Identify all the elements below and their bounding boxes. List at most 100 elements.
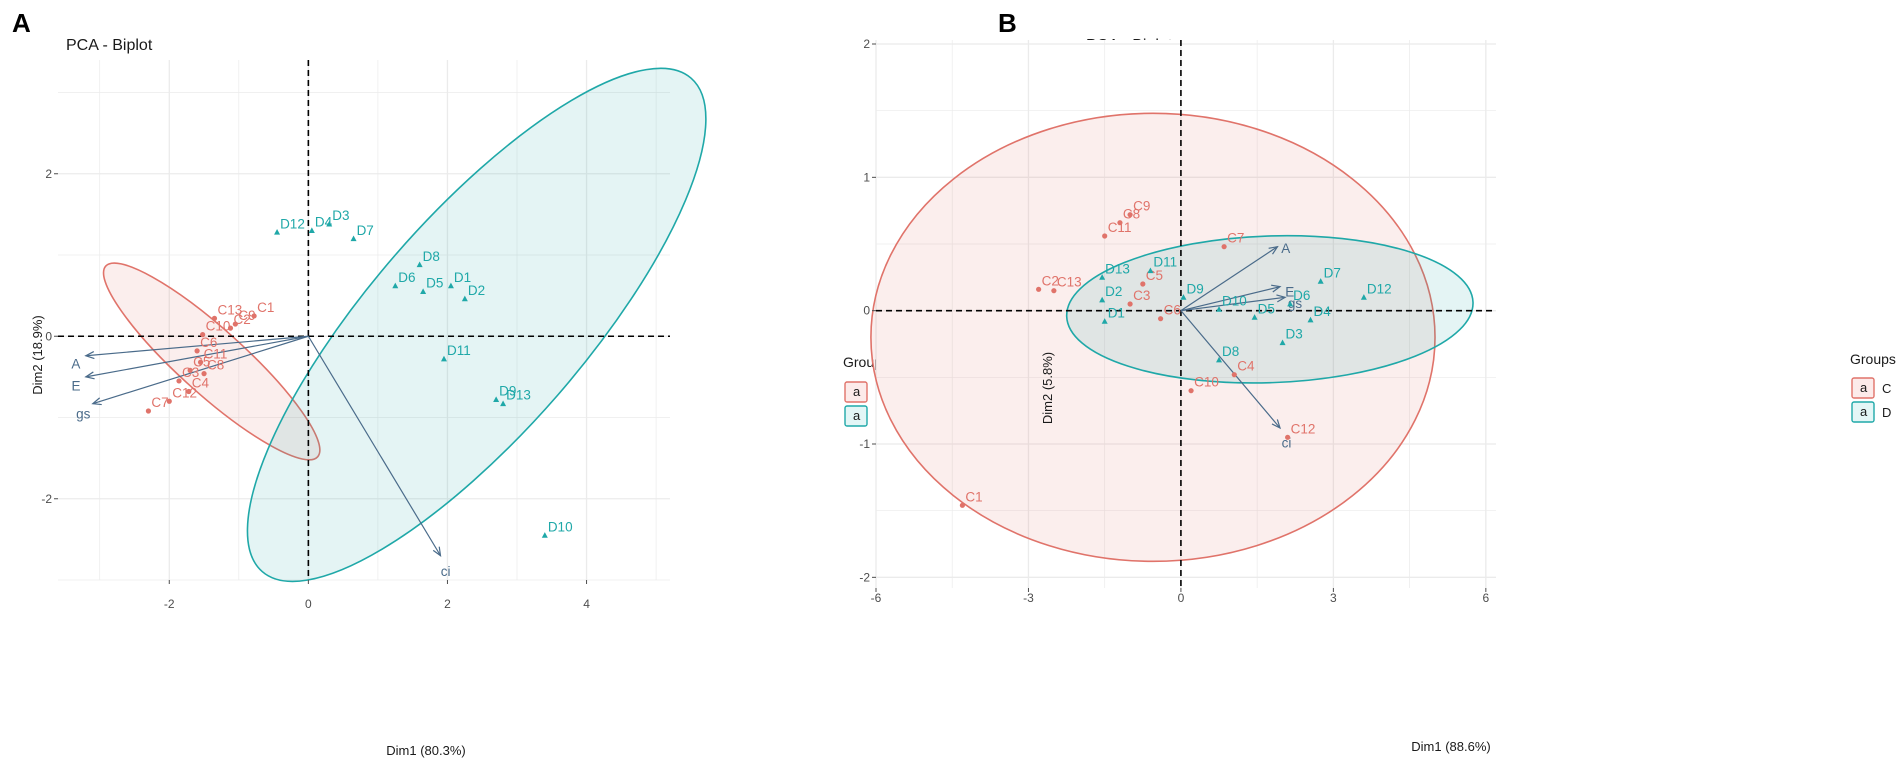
legend-swatch-glyph-c-b: a bbox=[1860, 380, 1868, 395]
point-label-c8-a: C8 bbox=[207, 358, 224, 373]
point-d1-a bbox=[447, 282, 454, 289]
y-tick-label-a: 0 bbox=[45, 329, 52, 343]
variable-arrows-b: A Egs ci bbox=[1180, 241, 1303, 451]
point-label-c5-b: C5 bbox=[1146, 268, 1163, 283]
point-d9-b bbox=[1180, 294, 1187, 300]
y-axis-title-a: Dim2 (18.9%) bbox=[30, 315, 45, 394]
point-c2-b bbox=[1036, 286, 1042, 292]
point-label-d2-b: D2 bbox=[1105, 284, 1122, 299]
legend-swatch-d-b bbox=[1851, 401, 1875, 423]
point-c2-a bbox=[227, 325, 234, 331]
x-tick-label-a: 2 bbox=[444, 597, 451, 611]
grid-b bbox=[875, 40, 1496, 588]
point-label-d2-a: D2 bbox=[468, 283, 485, 298]
point-label-c13-b: C13 bbox=[1057, 275, 1082, 290]
point-label-c3-a: C3 bbox=[182, 365, 199, 380]
variable-label-e-b: E bbox=[1285, 284, 1294, 299]
legend-key-c-b: a C bbox=[1851, 377, 1891, 399]
x-tick-label-b: -6 bbox=[871, 591, 882, 605]
variable-label-e-a: E bbox=[71, 379, 80, 394]
point-c12-b bbox=[1285, 434, 1291, 440]
ellipses-a bbox=[102, 67, 707, 583]
variable-arrowhead-e-a bbox=[84, 371, 95, 380]
legend-title-b: Groups bbox=[1850, 351, 1896, 367]
point-label-c4-b: C4 bbox=[1237, 359, 1255, 374]
legend-swatch-c-b bbox=[1851, 377, 1875, 399]
variable-label-ci-a: ci bbox=[441, 564, 451, 579]
point-label-c12-a: C12 bbox=[172, 385, 197, 400]
point-label-c13-a: C13 bbox=[217, 302, 242, 317]
point-label-d7-a: D7 bbox=[357, 223, 374, 238]
zero-lines-b bbox=[876, 40, 1496, 588]
point-c8-b bbox=[1117, 220, 1123, 226]
variable-label-a-b: A bbox=[1281, 241, 1290, 256]
point-c13-b bbox=[1051, 288, 1057, 294]
x-tick-label-b: 0 bbox=[1178, 591, 1185, 605]
point-label-c1-a: C1 bbox=[257, 300, 274, 315]
x-tick-label-b: -3 bbox=[1023, 591, 1034, 605]
variable-arrow-a-a bbox=[85, 335, 309, 357]
point-c9-a bbox=[232, 321, 238, 327]
variable-label-gs-b: gs bbox=[1288, 296, 1303, 311]
y-tick-label-a: -2 bbox=[41, 492, 52, 506]
variable-arrowhead-ci-b bbox=[1271, 419, 1282, 430]
point-c6-a bbox=[194, 348, 200, 354]
point-c1-b bbox=[959, 502, 965, 508]
point-label-c5-a: C5 bbox=[193, 354, 210, 369]
point-label-d10-a: D10 bbox=[548, 519, 573, 534]
point-label-d11-a: D11 bbox=[447, 343, 471, 358]
variable-arrowhead-a-b bbox=[1268, 245, 1279, 255]
plot-title-a: PCA - Biplot bbox=[66, 37, 153, 54]
point-d7-a bbox=[350, 235, 357, 242]
point-label-c8-b: C8 bbox=[1123, 207, 1140, 222]
x-tick-label-b: 3 bbox=[1330, 591, 1337, 605]
point-label-c4-a: C4 bbox=[192, 376, 210, 391]
y-tick-label-b: -1 bbox=[859, 437, 870, 451]
point-label-d3-b: D3 bbox=[1286, 327, 1303, 342]
y-tick-label-a: 2 bbox=[45, 167, 52, 181]
variable-label-ci-b: ci bbox=[1282, 436, 1292, 451]
point-c1-a bbox=[251, 313, 257, 319]
point-d3-a bbox=[326, 220, 333, 227]
point-label-d9-b: D9 bbox=[1186, 281, 1203, 296]
point-d2-b bbox=[1099, 296, 1106, 303]
variable-arrow-ci-b bbox=[1180, 310, 1281, 429]
y-axis-title-b: Dim2 (5.8%) bbox=[1040, 352, 1055, 424]
ellipses-b bbox=[870, 112, 1474, 563]
point-label-d5-a: D5 bbox=[426, 276, 443, 291]
point-label-d11-b: D11 bbox=[1153, 255, 1177, 270]
point-label-d8-a: D8 bbox=[423, 249, 440, 264]
y-tick-label-b: 1 bbox=[863, 170, 870, 184]
grid-a bbox=[58, 60, 670, 581]
point-d1-b bbox=[1101, 318, 1108, 324]
legend-label-d-b: D bbox=[1882, 405, 1891, 420]
point-label-d12-a: D12 bbox=[280, 216, 305, 231]
zero-lines-a bbox=[58, 60, 670, 580]
variable-label-gs-a: gs bbox=[76, 407, 91, 422]
point-label-c7-a: C7 bbox=[151, 395, 168, 410]
point-d8-a bbox=[416, 261, 423, 268]
legend-swatch-glyph-c-a: a bbox=[853, 384, 861, 399]
variable-arrow-a-b bbox=[1180, 246, 1278, 312]
point-label-c11-b: C11 bbox=[1108, 220, 1132, 235]
plot-panel-bg-b bbox=[876, 40, 1496, 588]
point-label-c9-b: C9 bbox=[1133, 199, 1150, 214]
point-d6-a bbox=[392, 282, 399, 289]
point-label-d13-b: D13 bbox=[1105, 261, 1130, 276]
point-label-d7-b: D7 bbox=[1324, 265, 1341, 280]
point-label-c10-b: C10 bbox=[1194, 375, 1219, 390]
point-label-c2-b: C2 bbox=[1042, 273, 1059, 288]
point-label-d9-a: D9 bbox=[499, 384, 516, 399]
y-tick-label-b: 2 bbox=[863, 37, 870, 51]
legend-swatch-glyph-d-b: a bbox=[1860, 404, 1868, 419]
point-c4-a bbox=[186, 388, 192, 395]
legend-swatch-d-a bbox=[844, 405, 868, 427]
point-label-c7-b: C7 bbox=[1227, 231, 1244, 246]
variable-arrow-ci-a bbox=[307, 335, 442, 556]
point-d5-b bbox=[1251, 314, 1258, 320]
confidence-ellipse-d-a bbox=[246, 67, 707, 583]
point-label-c2-a: C2 bbox=[233, 312, 250, 327]
point-d4-b bbox=[1307, 316, 1314, 323]
point-c8-a bbox=[201, 371, 207, 377]
point-d13-b bbox=[1099, 274, 1106, 280]
